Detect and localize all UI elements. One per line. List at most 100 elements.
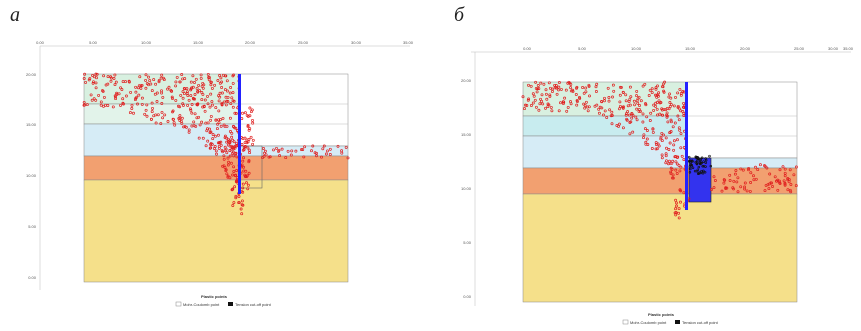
plastic-point [704, 157, 707, 160]
plastic-point [678, 188, 682, 192]
plastic-point [679, 132, 683, 136]
plastic-point [568, 81, 572, 85]
plastic-point [184, 125, 188, 129]
plastic-point [178, 119, 182, 122]
plastic-point [618, 100, 622, 104]
plastic-point [224, 168, 228, 172]
plastic-point [178, 114, 182, 118]
plastic-point [102, 104, 105, 108]
plastic-point [675, 156, 679, 159]
plastic-point [247, 128, 251, 132]
plastic-point [677, 216, 681, 220]
plastic-point [544, 88, 548, 92]
plastic-point [280, 147, 284, 151]
plastic-point [537, 108, 541, 112]
plastic-point [638, 104, 641, 107]
plastic-point [248, 106, 252, 110]
plastic-point [662, 89, 666, 93]
x-tick: 30.00 [828, 46, 839, 51]
plastic-point [178, 80, 182, 84]
plastic-point [159, 122, 163, 126]
plastic-point [595, 82, 599, 86]
plastic-point [225, 124, 229, 128]
plastic-point [610, 110, 614, 114]
plastic-point [163, 113, 167, 117]
plastic-point [344, 145, 348, 149]
plastic-point [106, 75, 110, 79]
plastic-point [677, 118, 681, 122]
plastic-point [231, 105, 235, 109]
plastic-point [656, 113, 659, 117]
plastic-point [635, 118, 639, 122]
plastic-point [713, 179, 717, 182]
x-axis-a: 0.00 5.00 10.00 15.00 20.00 25.00 30.00 … [36, 40, 414, 47]
plastic-point [231, 81, 235, 85]
plastic-point [243, 111, 247, 115]
plastic-point [617, 122, 621, 126]
plastic-point [234, 152, 238, 156]
plastic-point [216, 79, 220, 82]
plastic-point [741, 168, 745, 172]
plastic-point [675, 204, 678, 208]
plastic-point [209, 130, 213, 134]
y-tick: 10.00 [26, 173, 37, 178]
x-tick: 20.00 [245, 40, 256, 45]
plastic-point [193, 81, 196, 84]
plastic-point [201, 92, 205, 96]
x-tick: 10.00 [141, 40, 152, 45]
plastic-point [136, 102, 139, 106]
plastic-point [264, 153, 268, 157]
plastic-point [538, 102, 542, 106]
plastic-point [625, 112, 628, 116]
plastic-point [617, 107, 621, 111]
plastic-point [723, 178, 727, 182]
plastic-point [578, 96, 582, 100]
plastic-point [691, 166, 695, 169]
x-tick: 5.00 [578, 46, 587, 51]
plastic-point [200, 120, 204, 124]
plastic-point [603, 99, 606, 103]
plastic-point [208, 105, 212, 109]
plastic-point [527, 97, 531, 101]
plastic-point [758, 163, 762, 167]
plastic-point [209, 92, 213, 96]
plastic-point [648, 119, 652, 122]
plastic-point [635, 94, 638, 98]
plastic-point [658, 101, 662, 105]
plastic-point [680, 154, 684, 158]
plastic-point [241, 159, 245, 163]
plastic-point [769, 181, 773, 185]
layer-yellow [83, 179, 349, 283]
plastic-point [92, 97, 96, 101]
plastic-point [523, 107, 526, 111]
plastic-point [602, 113, 605, 117]
plastic-point [532, 94, 536, 98]
plastic-point [221, 116, 225, 120]
plastic-point [575, 85, 579, 89]
plastic-point [635, 99, 639, 103]
plastic-point [218, 141, 221, 144]
plastic-point [618, 93, 622, 97]
plastic-point [674, 95, 677, 99]
plastic-point [534, 80, 538, 84]
plastic-point [651, 127, 655, 131]
plastic-point [557, 85, 561, 89]
plastic-point [689, 161, 692, 165]
plastic-point [669, 120, 673, 124]
plastic-point [195, 103, 199, 107]
plastic-point [669, 130, 673, 133]
plastic-point [246, 124, 250, 127]
plastic-point [673, 121, 677, 125]
plastic-point [756, 168, 760, 172]
plastic-point [675, 172, 679, 175]
plastic-point [209, 114, 213, 118]
plastic-point [234, 144, 238, 148]
plastic-point [597, 107, 601, 111]
plastic-point [555, 92, 559, 96]
plastic-point [161, 116, 165, 120]
plastic-point [119, 103, 122, 107]
plastic-point [230, 144, 234, 148]
plastic-point [122, 102, 125, 106]
plastic-point [109, 79, 113, 83]
plastic-point [587, 84, 591, 88]
